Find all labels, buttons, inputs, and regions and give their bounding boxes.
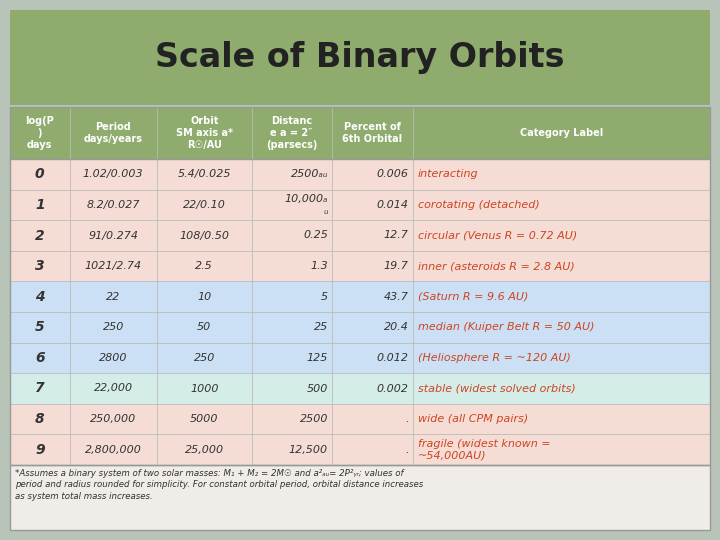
Text: 8: 8 — [35, 412, 45, 426]
Text: (Heliosphere R = ~120 AU): (Heliosphere R = ~120 AU) — [418, 353, 570, 363]
Text: circular (Venus R = 0.72 AU): circular (Venus R = 0.72 AU) — [418, 231, 577, 240]
Text: 12,500: 12,500 — [289, 445, 328, 455]
Text: 0.014: 0.014 — [377, 200, 408, 210]
Text: 125: 125 — [307, 353, 328, 363]
Text: 2500: 2500 — [300, 414, 328, 424]
FancyBboxPatch shape — [10, 434, 710, 465]
Text: 250: 250 — [194, 353, 215, 363]
Text: 0.002: 0.002 — [377, 383, 408, 394]
Text: 10: 10 — [197, 292, 212, 302]
Text: inner (asteroids R = 2.8 AU): inner (asteroids R = 2.8 AU) — [418, 261, 575, 271]
FancyBboxPatch shape — [10, 465, 710, 530]
Text: 8.2/0.027: 8.2/0.027 — [86, 200, 140, 210]
Text: 1.3: 1.3 — [310, 261, 328, 271]
FancyBboxPatch shape — [10, 251, 710, 281]
Text: Orbit
SM axis a*
R☉/AU: Orbit SM axis a* R☉/AU — [176, 116, 233, 150]
FancyBboxPatch shape — [10, 281, 710, 312]
Text: 1000: 1000 — [190, 383, 218, 394]
Text: 108/0.50: 108/0.50 — [179, 231, 229, 240]
Text: Scale of Binary Orbits: Scale of Binary Orbits — [156, 41, 564, 74]
Text: 250: 250 — [102, 322, 124, 332]
Text: log(P
)
days: log(P ) days — [25, 116, 54, 150]
Text: 12.7: 12.7 — [384, 231, 408, 240]
Text: 6: 6 — [35, 351, 45, 365]
Text: .: . — [405, 445, 408, 455]
Text: 25: 25 — [314, 322, 328, 332]
Text: 7: 7 — [35, 381, 45, 395]
Text: Category Label: Category Label — [520, 128, 603, 138]
Text: 2,800,000: 2,800,000 — [85, 445, 142, 455]
Text: 1021/2.74: 1021/2.74 — [85, 261, 142, 271]
Text: 1: 1 — [35, 198, 45, 212]
FancyBboxPatch shape — [10, 312, 710, 342]
Text: 5000: 5000 — [190, 414, 218, 424]
Text: wide (all CPM pairs): wide (all CPM pairs) — [418, 414, 528, 424]
Text: corotating (detached): corotating (detached) — [418, 200, 539, 210]
Text: 2800: 2800 — [99, 353, 127, 363]
Text: 43.7: 43.7 — [384, 292, 408, 302]
Text: 2.5: 2.5 — [195, 261, 213, 271]
Text: 250,000: 250,000 — [90, 414, 136, 424]
Text: 0.006: 0.006 — [377, 170, 408, 179]
Text: 500: 500 — [307, 383, 328, 394]
Text: 5: 5 — [35, 320, 45, 334]
FancyBboxPatch shape — [10, 404, 710, 434]
Text: 3: 3 — [35, 259, 45, 273]
FancyBboxPatch shape — [10, 373, 710, 404]
Text: 1.02/0.003: 1.02/0.003 — [83, 170, 143, 179]
Text: 20.4: 20.4 — [384, 322, 408, 332]
Text: (Saturn R = 9.6 AU): (Saturn R = 9.6 AU) — [418, 292, 528, 302]
Text: fragile (widest known =
~54,000AU): fragile (widest known = ~54,000AU) — [418, 439, 550, 461]
Text: 91/0.274: 91/0.274 — [89, 231, 138, 240]
Text: 4: 4 — [35, 289, 45, 303]
Text: 0.012: 0.012 — [377, 353, 408, 363]
Text: 5: 5 — [321, 292, 328, 302]
FancyBboxPatch shape — [10, 342, 710, 373]
Text: 25,000: 25,000 — [185, 445, 224, 455]
Text: 22: 22 — [106, 292, 120, 302]
Text: 22/0.10: 22/0.10 — [183, 200, 225, 210]
Text: stable (widest solved orbits): stable (widest solved orbits) — [418, 383, 575, 394]
Text: Percent of
6th Orbital: Percent of 6th Orbital — [342, 122, 402, 144]
Text: 9: 9 — [35, 443, 45, 457]
Text: interacting: interacting — [418, 170, 478, 179]
FancyBboxPatch shape — [10, 190, 710, 220]
Text: 19.7: 19.7 — [384, 261, 408, 271]
Text: median (Kuiper Belt R = 50 AU): median (Kuiper Belt R = 50 AU) — [418, 322, 594, 332]
Text: 0: 0 — [35, 167, 45, 181]
Text: *Assumes a binary system of two solar masses: M₁ + M₂ = 2M☉ and a²ₐᵤ= 2P²ᵧᵣ; val: *Assumes a binary system of two solar ma… — [15, 469, 423, 501]
Text: Period
days/years: Period days/years — [84, 122, 143, 144]
FancyBboxPatch shape — [10, 159, 710, 190]
Text: 10,000ₐ
ᵤ: 10,000ₐ ᵤ — [284, 194, 328, 215]
FancyBboxPatch shape — [10, 10, 710, 105]
Text: 2: 2 — [35, 228, 45, 242]
Text: 2500ₐᵤ: 2500ₐᵤ — [291, 170, 328, 179]
FancyBboxPatch shape — [10, 105, 710, 107]
Text: 0.25: 0.25 — [303, 231, 328, 240]
FancyBboxPatch shape — [10, 220, 710, 251]
Text: 5.4/0.025: 5.4/0.025 — [178, 170, 231, 179]
FancyBboxPatch shape — [10, 107, 710, 159]
Text: 50: 50 — [197, 322, 212, 332]
Text: .: . — [405, 414, 408, 424]
Text: 22,000: 22,000 — [94, 383, 132, 394]
Text: Distanc
e a = 2″
(parsecs): Distanc e a = 2″ (parsecs) — [266, 116, 318, 150]
